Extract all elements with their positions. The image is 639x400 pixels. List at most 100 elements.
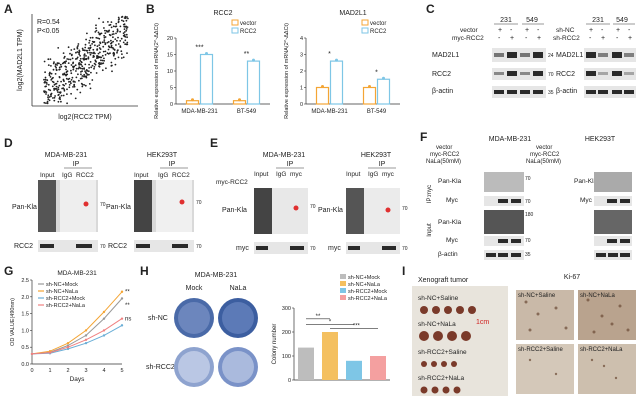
legend-swatch — [340, 295, 346, 300]
scatter-point — [100, 63, 102, 65]
scatter-point — [79, 54, 81, 57]
scatter-points — [43, 15, 129, 105]
scatter-point — [89, 61, 92, 63]
scatter-point — [126, 41, 129, 44]
scatter-point — [101, 62, 104, 65]
scatter-point — [117, 43, 120, 45]
svg-text:RCC2: RCC2 — [172, 172, 190, 179]
scatter-point — [86, 74, 89, 76]
scatter-point — [50, 79, 53, 81]
scatter-point — [121, 53, 123, 55]
svg-text:MDA-MB-231: MDA-MB-231 — [263, 152, 306, 159]
svg-text:IP: IP — [379, 161, 386, 168]
scatter-point — [100, 59, 102, 62]
legend-label: sh-RCC2+NaLa — [348, 296, 388, 302]
svg-text:Pan-Kla: Pan-Kla — [574, 178, 598, 185]
x-tick-label: BT-549 — [237, 109, 257, 115]
scatter-point — [46, 102, 49, 104]
svg-text:sh-RCC2: sh-RCC2 — [146, 364, 175, 371]
scatter-point — [65, 73, 68, 76]
y-tick-label: 1.5 — [21, 312, 29, 318]
scatter-point — [116, 28, 119, 31]
scatter-point — [68, 77, 71, 80]
legend-label: sh-RCC2+Mock — [46, 296, 85, 302]
scatter-point — [81, 70, 83, 72]
bar — [376, 78, 391, 105]
scatter-point — [98, 44, 101, 46]
blot-bands-c-right — [586, 52, 634, 94]
y-axis-label: OD VALUE(490nm) — [10, 298, 16, 346]
y-tick-label: 4 — [300, 36, 303, 42]
data-point — [102, 317, 106, 320]
svg-text:70: 70 — [402, 206, 408, 212]
bar — [370, 356, 386, 380]
scatter-point — [85, 75, 87, 78]
data-point — [335, 58, 338, 62]
cell-label-231-right: 231 — [592, 17, 604, 24]
scatter-point — [72, 68, 75, 71]
scatter-point — [77, 43, 80, 45]
scatter-point — [117, 16, 120, 19]
data-point — [102, 329, 106, 332]
scatter-point — [86, 32, 88, 35]
data-point — [120, 324, 124, 327]
scatter-point — [86, 49, 89, 52]
scatter-point — [112, 36, 114, 39]
scatter-point — [52, 62, 55, 65]
svg-text:Input: Input — [40, 172, 55, 179]
svg-text:Pan-Kla: Pan-Kla — [222, 207, 247, 214]
svg-text:sh-RCC2+NaLa: sh-RCC2+NaLa — [580, 347, 623, 353]
scatter-point — [117, 19, 120, 21]
scatter-point — [88, 39, 91, 42]
scatter-point — [94, 63, 97, 66]
scatter-point — [110, 26, 113, 29]
svg-text:Pan-Kla: Pan-Kla — [318, 207, 343, 214]
panel-i-xenograft: Xenograft tumor sh-NC+Saline sh-NC+NaLa … — [412, 274, 636, 396]
x-tick-label: 3 — [84, 368, 87, 374]
data-point — [321, 85, 324, 88]
svg-text:NaLa(50mM): NaLa(50mM) — [526, 159, 561, 165]
data-point — [66, 347, 70, 351]
scatter-point — [104, 32, 107, 34]
scatter-point — [65, 60, 67, 63]
svg-text:70: 70 — [310, 246, 316, 252]
svg-text:70: 70 — [402, 246, 408, 252]
scatter-point — [119, 25, 122, 28]
scatter-point — [104, 50, 107, 53]
scatter-point — [74, 64, 77, 67]
scatter-point — [85, 38, 87, 41]
data-point — [205, 52, 208, 55]
scatter-point — [88, 83, 91, 85]
scatter-point — [66, 58, 69, 60]
panel-c-blots: 231 549 vector myc-RCC2 + - + - - + - + … — [432, 17, 636, 98]
legend-swatch — [340, 274, 346, 279]
bar — [199, 53, 214, 105]
data-point — [66, 346, 70, 349]
svg-text:-: - — [525, 35, 528, 42]
x-tick-label: 1 — [48, 368, 51, 374]
scatter-point — [80, 82, 83, 85]
scatter-point — [113, 49, 116, 51]
scatter-point — [84, 43, 87, 46]
scatter-point — [59, 63, 62, 66]
scatter-point — [98, 47, 101, 49]
chart-title: MAD2L1 — [339, 10, 366, 17]
scatter-point — [54, 95, 56, 97]
panel-label-a: A — [4, 2, 13, 16]
significance-mark: ** — [244, 51, 250, 58]
svg-text:70: 70 — [196, 200, 202, 206]
svg-text:IP: IP — [287, 161, 294, 168]
scatter-point — [92, 48, 95, 51]
scatter-point — [88, 67, 90, 69]
scatter-point — [97, 31, 100, 34]
scatter-point — [74, 97, 77, 100]
svg-text:+: + — [628, 35, 632, 42]
svg-text:-: - — [589, 35, 592, 42]
scatter-point — [116, 39, 118, 42]
scatter-point — [84, 49, 86, 52]
scatter-point — [60, 100, 62, 103]
scatter-point — [86, 51, 89, 54]
y-tick-label: 0 — [300, 102, 303, 108]
svg-text:+: + — [589, 27, 593, 34]
scatter-point — [98, 37, 101, 40]
